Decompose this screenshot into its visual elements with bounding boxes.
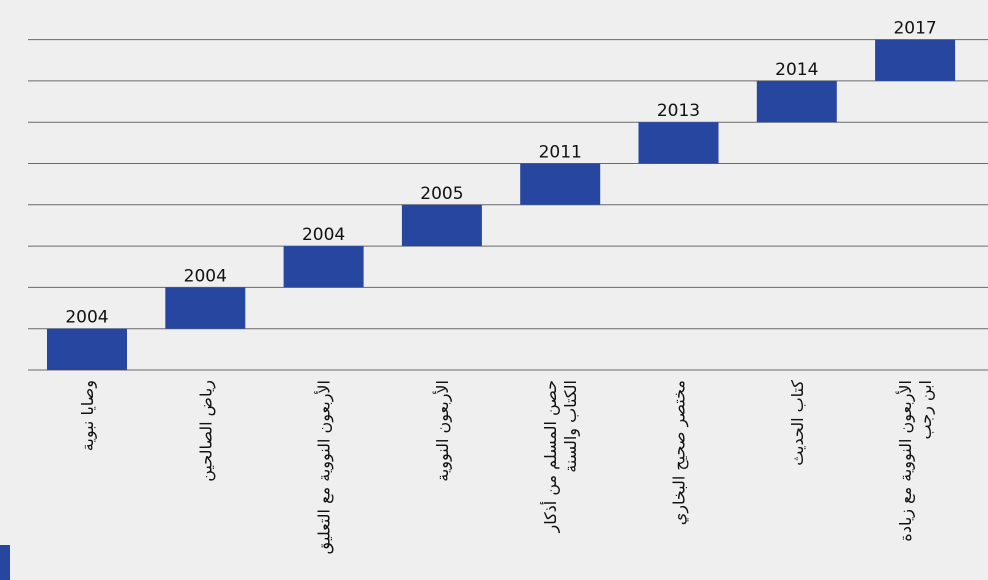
year-label: 2017 — [893, 19, 936, 39]
step-block — [401, 204, 482, 247]
corner-marker — [0, 545, 10, 580]
year-label: 2004 — [302, 225, 345, 245]
step-block — [520, 163, 601, 205]
step-block — [756, 80, 837, 123]
category-label: رياض الصالحين — [196, 380, 216, 482]
category-label: وصايا نبوية — [78, 380, 98, 451]
year-label: 2005 — [420, 184, 463, 204]
year-label: 2014 — [775, 60, 818, 80]
category-label: الأربعون النووية — [432, 380, 453, 482]
year-label: 2013 — [657, 101, 700, 121]
category-label: مختصر صحيح البخاري — [670, 380, 690, 525]
category-label: الكتاب والسنة — [561, 380, 581, 473]
step-block — [283, 246, 364, 288]
year-label: 2011 — [539, 143, 582, 163]
category-label: كتاب الحديث — [788, 380, 807, 466]
year-label: 2004 — [184, 266, 227, 286]
year-label: 2004 — [65, 308, 108, 328]
step-block — [875, 39, 956, 81]
step-block — [638, 122, 719, 164]
category-label: الأربعون النووية مع زيادة — [895, 380, 916, 542]
category-label: ابن رجب — [916, 380, 936, 440]
category-label: حصن المسلم من أذكار — [540, 380, 561, 534]
step-block — [47, 328, 127, 370]
step-block — [165, 287, 246, 329]
category-label: الأربعون النووية مع التعليق — [314, 380, 335, 554]
